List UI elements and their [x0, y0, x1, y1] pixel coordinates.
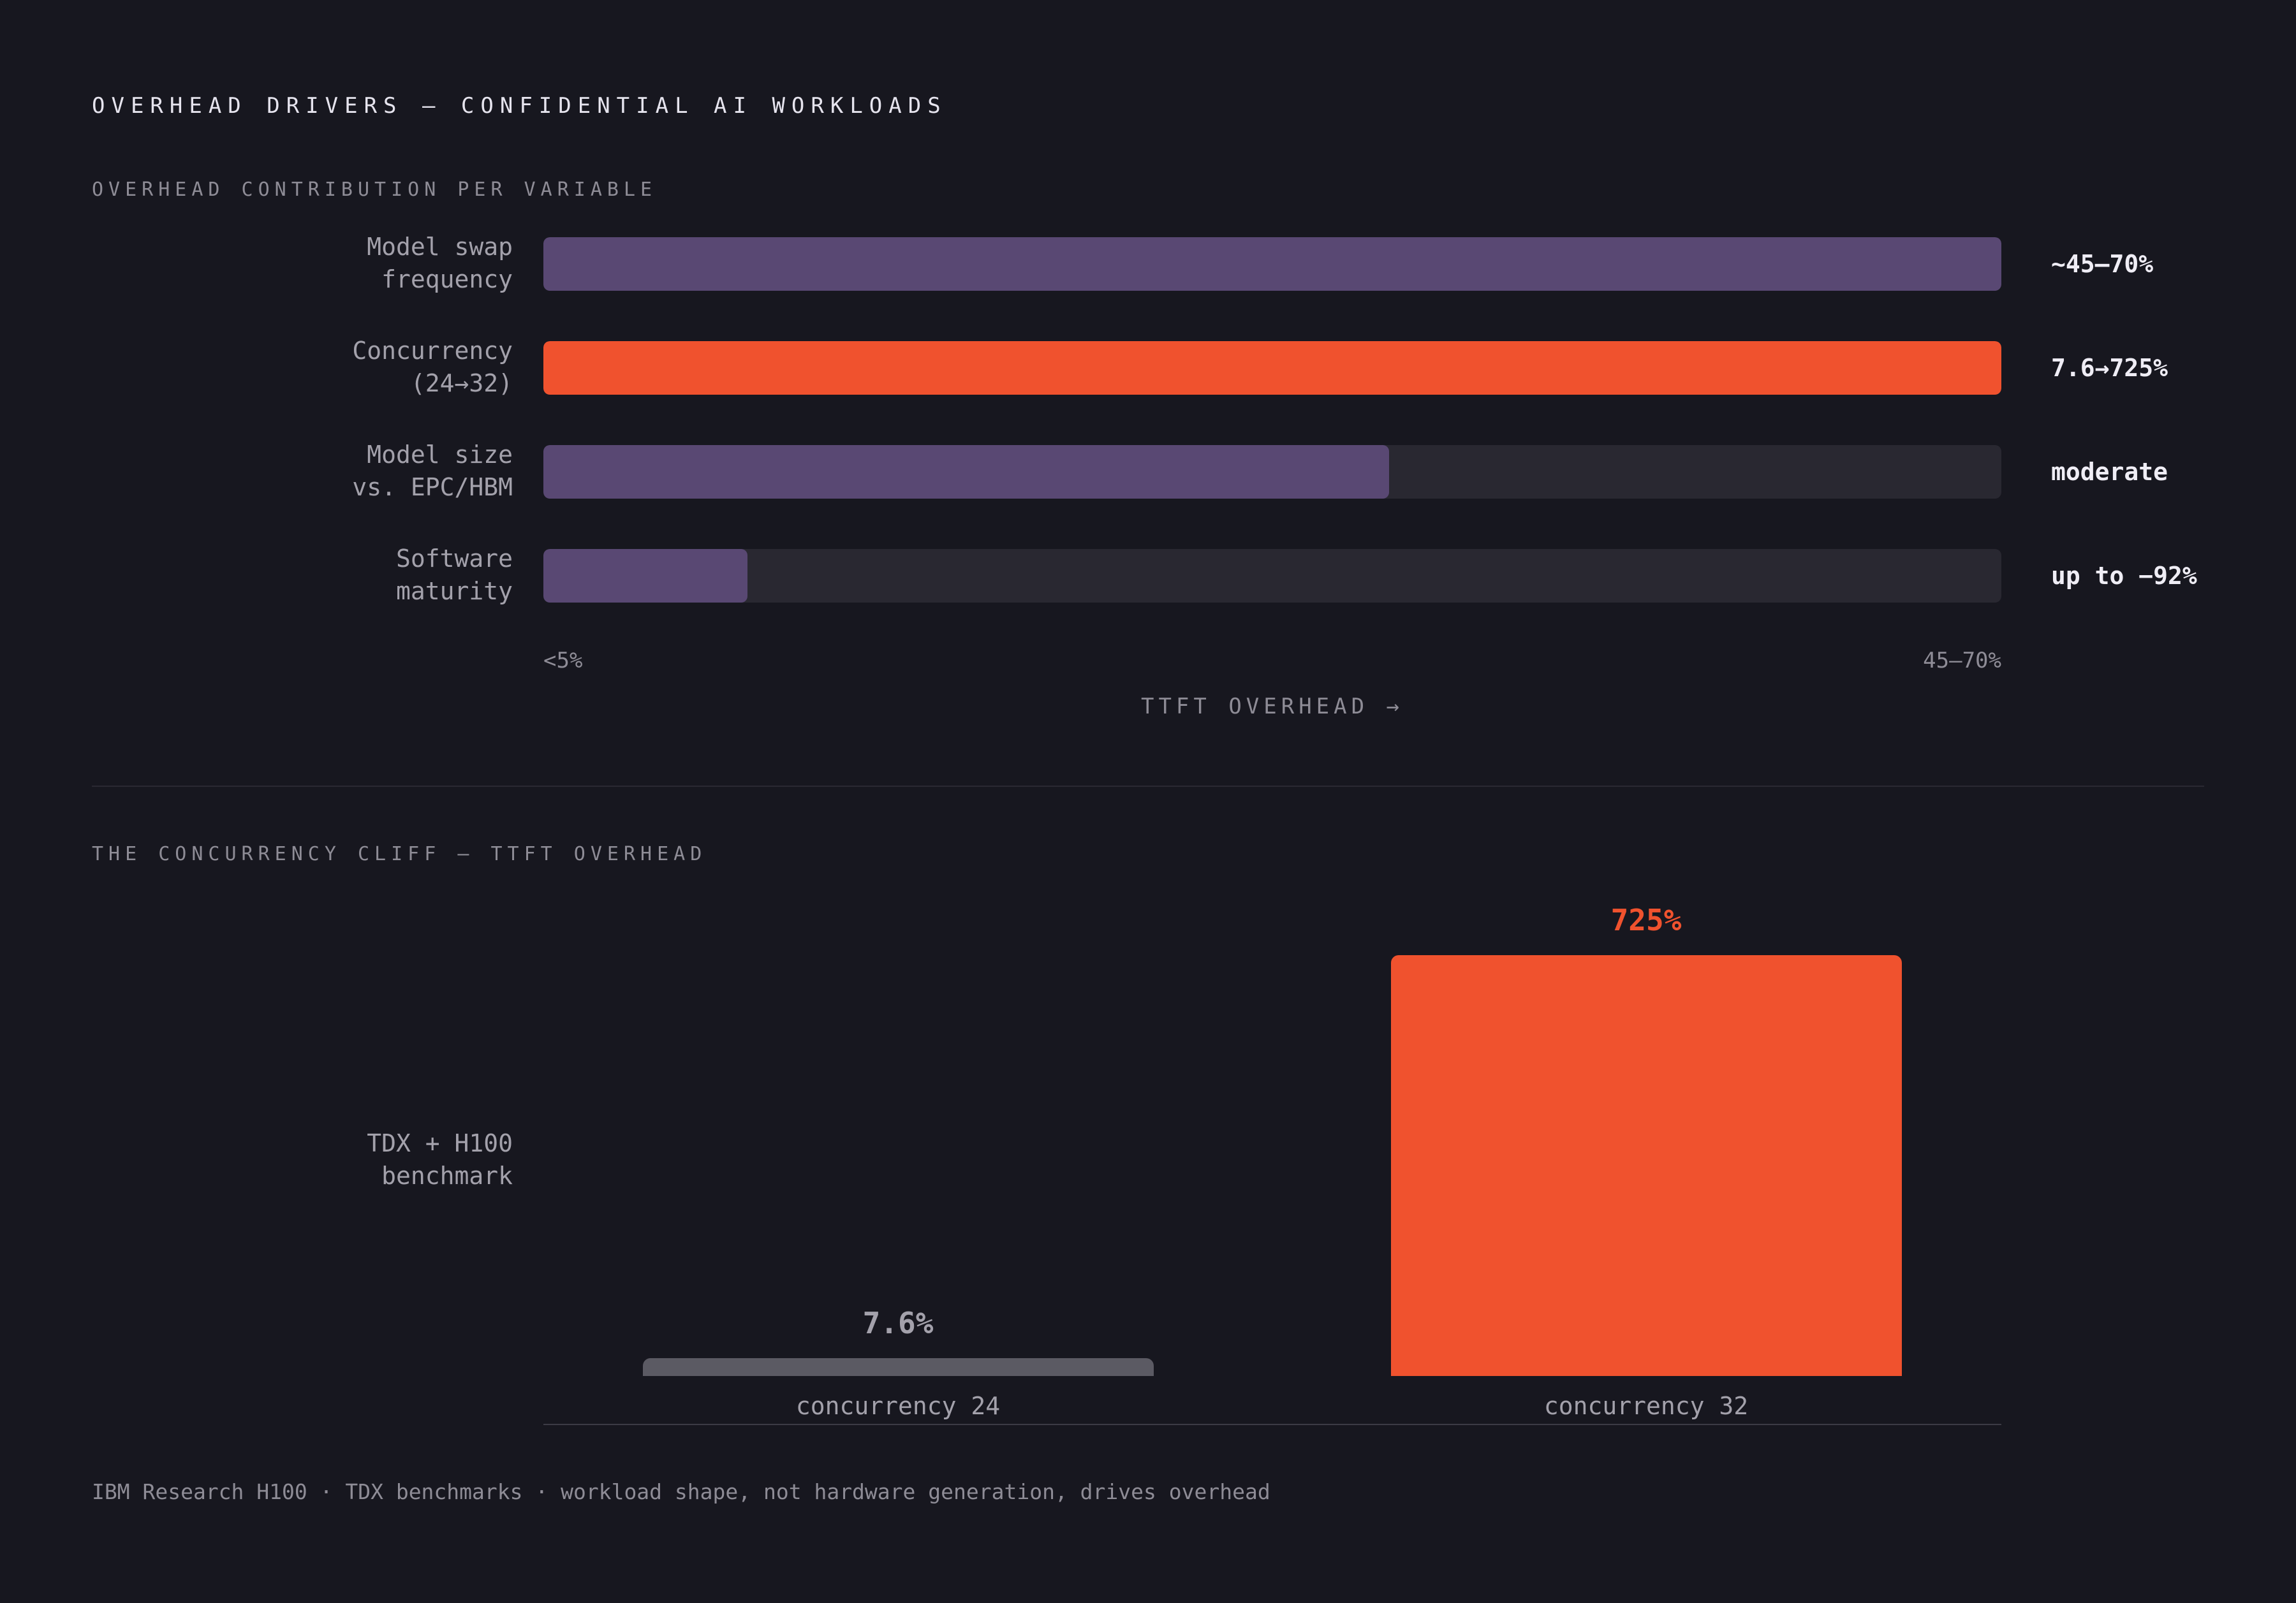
column-value-label: 725%: [1610, 903, 1682, 937]
bar-track: [543, 237, 2001, 291]
group-label-line-1: TDX + H100: [367, 1129, 513, 1157]
bar: [543, 341, 2001, 395]
bar: [543, 445, 1389, 499]
column-category-label: concurrency 24: [795, 1392, 1001, 1420]
bar-label: Concurrency (24→32): [156, 335, 513, 400]
column-bar: [1390, 955, 1902, 1376]
bar-value-label: 7.6→725%: [2051, 354, 2168, 382]
bar-label-line: maturity: [395, 577, 513, 605]
column-value-label: 7.6%: [862, 1306, 934, 1340]
bar-value-label: ~45–70%: [2051, 250, 2154, 278]
bar-label-line: Model swap: [367, 233, 513, 261]
bar-label: Model swap frequency: [156, 231, 513, 296]
bar-track: [543, 445, 2001, 499]
bar-track: [543, 341, 2001, 395]
page-title: OVERHEAD DRIVERS — CONFIDENTIAL AI WORKL…: [92, 93, 947, 119]
bar-label-line: Software: [395, 545, 513, 573]
section-divider: [92, 786, 2204, 787]
x-tick-label-min: <5%: [543, 648, 583, 673]
bar-label-line: Model size: [367, 441, 513, 469]
bar-label-line: vs. EPC/HBM: [352, 473, 513, 501]
x-axis-baseline: [543, 1424, 2001, 1425]
group-label: TDX + H100 benchmark: [156, 1127, 513, 1192]
bar-value-label: up to −92%: [2051, 562, 2197, 590]
bar-value-label: moderate: [2051, 458, 2168, 486]
bar-track: [543, 549, 2001, 603]
bar: [543, 237, 2001, 291]
bar-label-line: Concurrency: [352, 337, 513, 365]
column-bar: [642, 1358, 1154, 1376]
section-title-concurrency-cliff: THE CONCURRENCY CLIFF — TTFT OVERHEAD: [92, 843, 707, 865]
footnote: IBM Research H100 · TDX benchmarks · wor…: [92, 1479, 1270, 1504]
bar-label: Software maturity: [156, 543, 513, 608]
bar-label-line: frequency: [381, 265, 513, 293]
x-axis-title: TTFT OVERHEAD →: [1140, 694, 1404, 719]
bar-label-line: (24→32): [410, 369, 513, 397]
bar-label: Model size vs. EPC/HBM: [156, 439, 513, 504]
group-label-line-2: benchmark: [381, 1162, 513, 1190]
section-title-contribution: OVERHEAD CONTRIBUTION PER VARIABLE: [92, 179, 658, 201]
bar: [543, 549, 748, 603]
column-category-label: concurrency 32: [1543, 1392, 1749, 1420]
x-tick-label-max: 45–70%: [1923, 648, 2001, 673]
